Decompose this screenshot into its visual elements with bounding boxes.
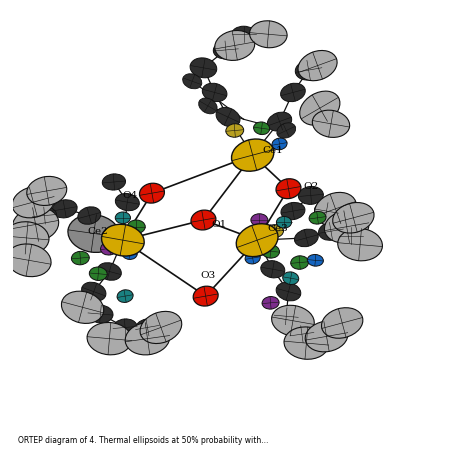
Ellipse shape bbox=[78, 207, 101, 224]
Ellipse shape bbox=[115, 212, 130, 224]
Ellipse shape bbox=[52, 200, 77, 218]
Ellipse shape bbox=[277, 123, 296, 138]
Ellipse shape bbox=[62, 291, 104, 323]
Ellipse shape bbox=[312, 110, 350, 137]
Ellipse shape bbox=[202, 83, 227, 101]
Ellipse shape bbox=[191, 210, 216, 230]
Ellipse shape bbox=[245, 252, 260, 264]
Ellipse shape bbox=[241, 156, 255, 167]
Text: Ce1: Ce1 bbox=[263, 146, 283, 155]
Ellipse shape bbox=[128, 220, 145, 233]
Ellipse shape bbox=[276, 282, 301, 301]
Ellipse shape bbox=[122, 248, 137, 260]
Text: O3: O3 bbox=[201, 272, 216, 281]
Ellipse shape bbox=[276, 179, 301, 198]
Ellipse shape bbox=[300, 91, 340, 125]
Ellipse shape bbox=[216, 107, 240, 127]
Ellipse shape bbox=[274, 308, 298, 325]
Ellipse shape bbox=[125, 322, 170, 355]
Ellipse shape bbox=[215, 31, 255, 61]
Ellipse shape bbox=[272, 305, 314, 336]
Ellipse shape bbox=[68, 215, 119, 252]
Ellipse shape bbox=[338, 229, 383, 261]
Ellipse shape bbox=[139, 183, 164, 203]
Ellipse shape bbox=[32, 207, 56, 224]
Ellipse shape bbox=[267, 112, 292, 131]
Text: O2: O2 bbox=[303, 182, 319, 191]
Ellipse shape bbox=[7, 244, 51, 277]
Text: Ce3: Ce3 bbox=[267, 224, 288, 233]
Ellipse shape bbox=[294, 229, 318, 247]
Ellipse shape bbox=[236, 224, 278, 257]
Ellipse shape bbox=[339, 227, 363, 244]
Ellipse shape bbox=[298, 186, 323, 204]
Ellipse shape bbox=[251, 214, 268, 226]
Ellipse shape bbox=[136, 319, 159, 336]
Ellipse shape bbox=[231, 139, 274, 171]
Ellipse shape bbox=[102, 174, 126, 190]
Ellipse shape bbox=[250, 21, 287, 48]
Text: ORTEP diagram of 4. Thermal ellipsoids at 50% probability with...: ORTEP diagram of 4. Thermal ellipsoids a… bbox=[18, 436, 268, 445]
Ellipse shape bbox=[4, 222, 49, 254]
Text: Ce2: Ce2 bbox=[88, 227, 109, 236]
Ellipse shape bbox=[281, 202, 305, 220]
Ellipse shape bbox=[27, 176, 67, 206]
Ellipse shape bbox=[12, 207, 59, 242]
Ellipse shape bbox=[307, 255, 323, 266]
Ellipse shape bbox=[315, 192, 356, 225]
Ellipse shape bbox=[315, 202, 338, 220]
Ellipse shape bbox=[199, 98, 217, 114]
Ellipse shape bbox=[89, 267, 107, 281]
Ellipse shape bbox=[182, 74, 202, 89]
Ellipse shape bbox=[254, 122, 270, 135]
Ellipse shape bbox=[290, 326, 314, 343]
Ellipse shape bbox=[261, 260, 285, 278]
Ellipse shape bbox=[262, 296, 279, 309]
Ellipse shape bbox=[72, 251, 89, 265]
Ellipse shape bbox=[283, 272, 299, 285]
Ellipse shape bbox=[140, 311, 182, 343]
Ellipse shape bbox=[276, 216, 292, 228]
Ellipse shape bbox=[272, 138, 287, 150]
Ellipse shape bbox=[100, 242, 118, 255]
Text: O1: O1 bbox=[211, 220, 227, 229]
Ellipse shape bbox=[262, 245, 280, 258]
Ellipse shape bbox=[115, 194, 139, 211]
Ellipse shape bbox=[113, 319, 137, 336]
Ellipse shape bbox=[82, 282, 106, 301]
Ellipse shape bbox=[298, 50, 337, 81]
Ellipse shape bbox=[284, 327, 329, 359]
Ellipse shape bbox=[193, 286, 218, 306]
Ellipse shape bbox=[88, 305, 113, 323]
Ellipse shape bbox=[213, 41, 238, 59]
Ellipse shape bbox=[281, 83, 305, 101]
Ellipse shape bbox=[232, 26, 256, 42]
Ellipse shape bbox=[295, 60, 322, 80]
Ellipse shape bbox=[321, 308, 363, 338]
Ellipse shape bbox=[324, 211, 369, 243]
Ellipse shape bbox=[226, 124, 244, 137]
Ellipse shape bbox=[98, 263, 121, 280]
Ellipse shape bbox=[87, 322, 132, 355]
Ellipse shape bbox=[291, 256, 309, 269]
Ellipse shape bbox=[305, 321, 348, 352]
Ellipse shape bbox=[266, 225, 283, 238]
Text: O4: O4 bbox=[122, 191, 137, 200]
Ellipse shape bbox=[333, 202, 374, 233]
Ellipse shape bbox=[190, 58, 217, 78]
Ellipse shape bbox=[117, 290, 133, 303]
Ellipse shape bbox=[309, 211, 326, 224]
Ellipse shape bbox=[319, 222, 344, 240]
Ellipse shape bbox=[101, 224, 144, 256]
Ellipse shape bbox=[12, 186, 55, 218]
